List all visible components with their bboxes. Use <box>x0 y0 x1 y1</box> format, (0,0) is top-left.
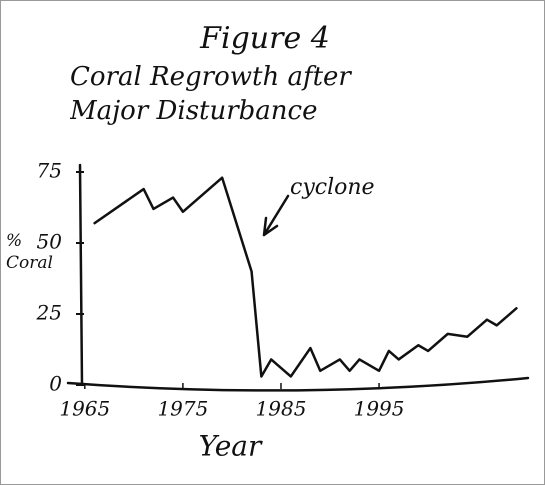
x-tick-label: 1975 <box>157 397 208 421</box>
x-tick-label: 1965 <box>59 397 110 421</box>
y-label-box: % Coral <box>6 231 53 273</box>
annotation: cyclone <box>290 175 375 200</box>
y-axis <box>78 163 84 387</box>
chart-title: Figure 4 <box>199 21 330 56</box>
y-tick-label: 50 <box>37 230 63 254</box>
y-tick-label: 75 <box>37 159 62 183</box>
subtitle-box: Coral Regrowth after Major Disturbance <box>70 62 351 126</box>
annotation-arrow <box>262 194 290 237</box>
x-tick-label: 1995 <box>354 397 405 421</box>
y-tick-label: 25 <box>36 301 62 325</box>
x-axis-label: Year <box>199 430 263 463</box>
x-axis <box>66 376 530 392</box>
chart-subtitle: Coral Regrowth after Major Disturbance <box>70 62 351 126</box>
data-line <box>93 176 518 378</box>
y-axis-label: % Coral <box>6 231 53 273</box>
y-tick-label: 0 <box>49 372 62 396</box>
x-tick-label: 1985 <box>256 397 307 421</box>
